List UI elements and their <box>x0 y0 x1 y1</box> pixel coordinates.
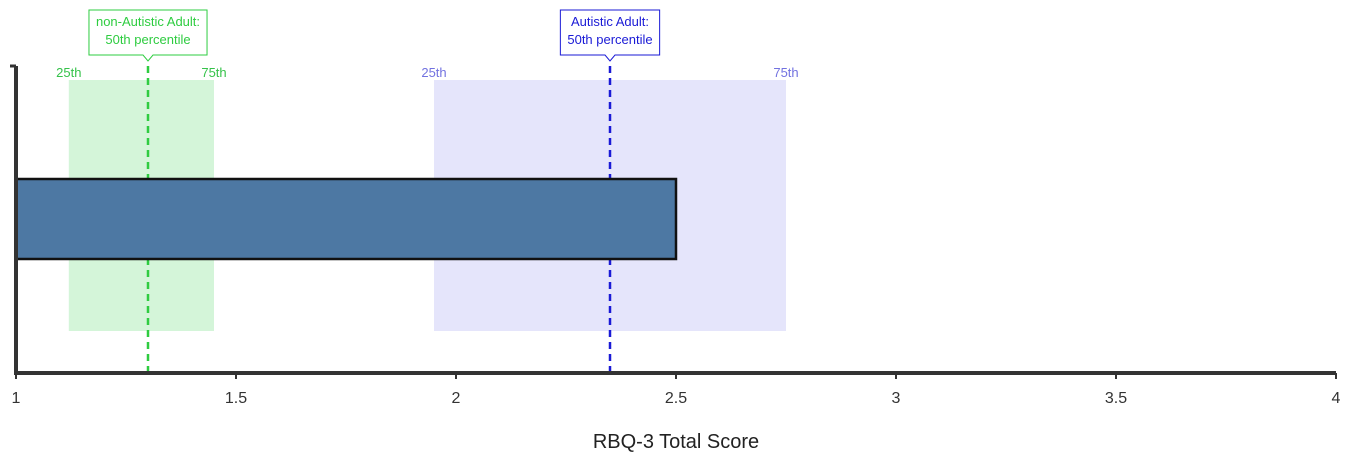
x-axis-title: RBQ-3 Total Score <box>593 431 759 453</box>
autistic-callout-line1: Autistic Adult: <box>571 14 649 29</box>
score-bar <box>16 179 676 259</box>
autistic-callout-line2: 50th percentile <box>567 32 652 47</box>
non_autistic-p25-label: 25th <box>56 65 81 80</box>
autistic-median-callout: Autistic Adult: 50th percentile <box>560 10 659 61</box>
percentile-labels: 25th 75th 25th 75th <box>56 65 799 80</box>
autistic-p25-label: 25th <box>421 65 446 80</box>
x-tick-label: 1 <box>12 390 21 407</box>
x-tick-label: 4 <box>1332 390 1341 407</box>
x-tick-label: 1.5 <box>225 390 247 407</box>
x-tick-label: 2.5 <box>665 390 687 407</box>
x-tick-label: 3 <box>892 390 901 407</box>
bars <box>16 179 676 259</box>
median-callouts: non-Autistic Adult:50th percentileAutist… <box>89 10 660 61</box>
autistic-p75-label: 75th <box>773 65 798 80</box>
x-tick-label: 2 <box>452 390 461 407</box>
x-tick-label: 3.5 <box>1105 390 1127 407</box>
non_autistic-callout-line2: 50th percentile <box>105 32 190 47</box>
non_autistic-p75-label: 75th <box>201 65 226 80</box>
non_autistic-callout-line1: non-Autistic Adult: <box>96 14 200 29</box>
non_autistic-median-callout: non-Autistic Adult: 50th percentile <box>89 10 207 61</box>
